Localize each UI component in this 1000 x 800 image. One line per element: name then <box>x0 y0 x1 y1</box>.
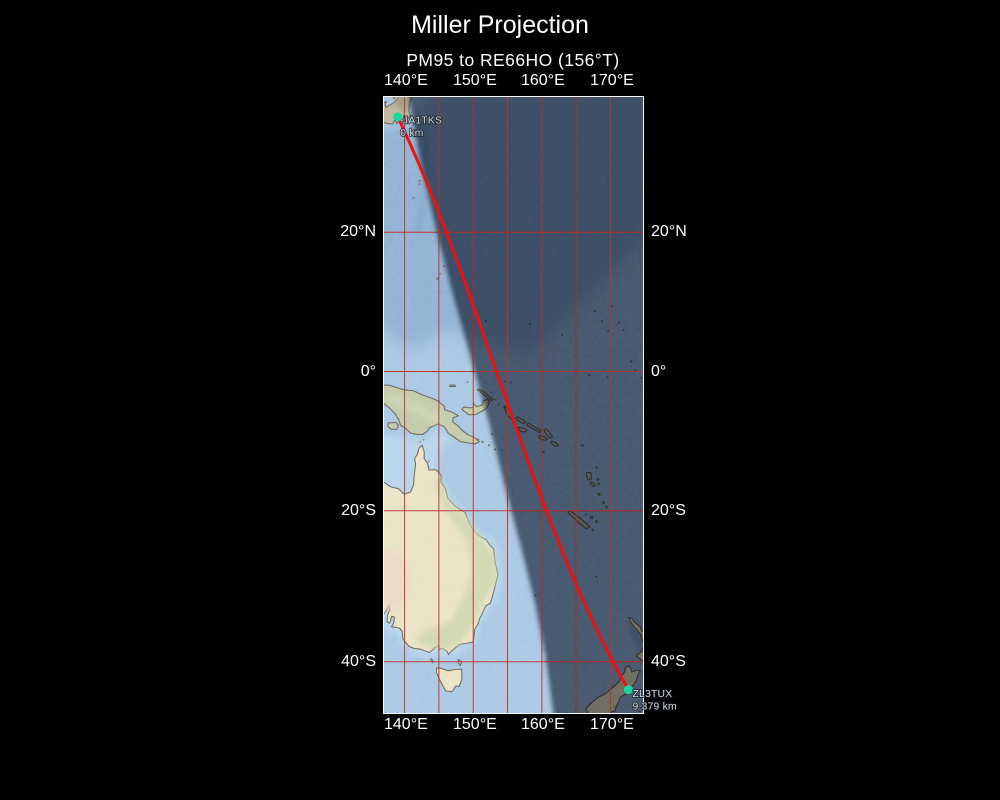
svg-text:JA1TKS: JA1TKS <box>403 116 442 127</box>
svg-text:9,379 km: 9,379 km <box>633 701 677 712</box>
svg-text:0 km: 0 km <box>400 128 423 139</box>
svg-text:ZL3TUX: ZL3TUX <box>633 689 673 700</box>
